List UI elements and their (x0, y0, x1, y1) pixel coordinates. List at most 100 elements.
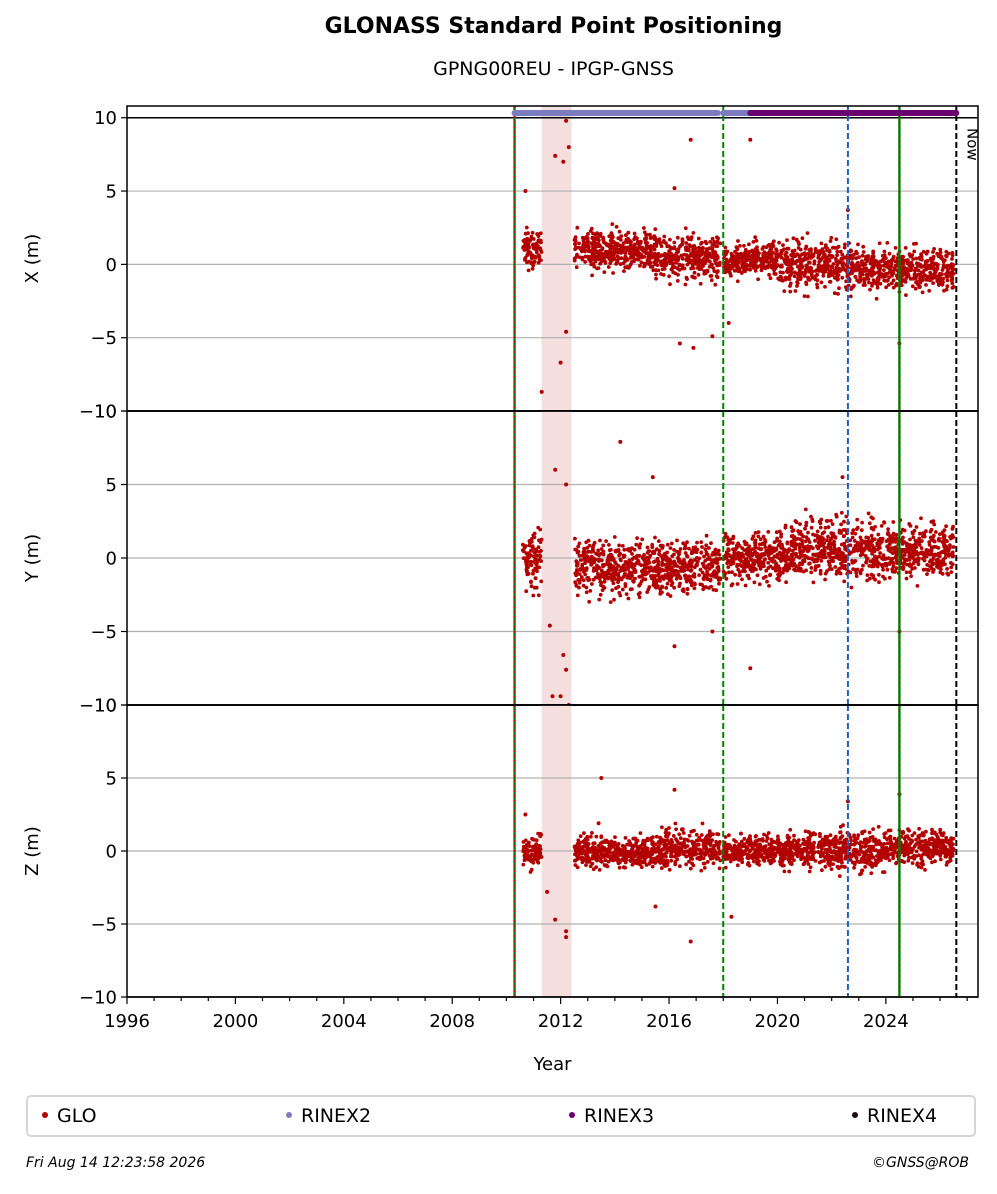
glo-point (788, 289, 793, 294)
glo-point (936, 537, 941, 542)
glo-point (860, 253, 865, 258)
glo-point (580, 860, 585, 865)
glo-point (887, 556, 891, 561)
glo-point (581, 844, 585, 849)
glo-point (807, 260, 811, 265)
glo-point (715, 270, 719, 275)
glo-point (603, 261, 608, 265)
glo-point (703, 852, 708, 857)
glo-point (849, 262, 854, 267)
glo-point (703, 547, 708, 551)
y-tick-label: 10 (94, 696, 117, 717)
glo-point (660, 847, 664, 852)
glo-point (837, 570, 842, 575)
glo-outlier-point (748, 137, 753, 142)
glo-point (724, 848, 729, 853)
glo-point (658, 568, 663, 572)
glo-point (767, 846, 772, 851)
glo-point (711, 861, 716, 866)
glo-point (944, 544, 949, 549)
glo-point (939, 256, 943, 260)
glo-point (524, 239, 528, 244)
glo-point (698, 849, 702, 853)
glo-point (672, 548, 676, 552)
glo-point (914, 525, 919, 529)
glo-point (580, 257, 585, 262)
glo-point (673, 843, 677, 848)
glo-point (648, 265, 653, 269)
glo-point (890, 281, 894, 286)
y-tick-label: 5 (106, 475, 117, 496)
glo-point (904, 293, 908, 297)
glo-point (620, 844, 625, 848)
glo-point (818, 568, 823, 573)
glo-point (831, 245, 835, 250)
glo-point (715, 561, 720, 565)
glo-point (632, 244, 637, 249)
glo-point (864, 535, 869, 540)
glo-point (865, 556, 870, 561)
glo-point (698, 582, 703, 587)
glo-point (884, 285, 888, 290)
glo-point (812, 557, 817, 562)
glo-outlier-point (618, 439, 623, 444)
glo-point (644, 251, 648, 256)
glo-point (734, 545, 739, 550)
glo-point (888, 267, 892, 272)
glo-point (628, 246, 633, 251)
glo-point (665, 568, 669, 573)
glo-point (835, 276, 840, 281)
glo-point (711, 252, 716, 257)
glo-point (538, 854, 543, 859)
glo-point (795, 280, 799, 284)
glo-point (828, 541, 833, 546)
glo-point (752, 580, 757, 585)
glo-point (765, 256, 770, 261)
glo-point (757, 257, 762, 262)
glo-point (661, 240, 666, 244)
glo-point (778, 572, 782, 577)
glo-point (609, 237, 614, 242)
glo-point (677, 832, 682, 837)
glo-point (655, 855, 660, 859)
glo-point (802, 274, 807, 278)
glo-point (618, 593, 623, 598)
glo-point (576, 549, 581, 554)
glo-point (950, 550, 955, 555)
glo-point (529, 584, 534, 589)
glo-point (711, 856, 715, 860)
glo-point (861, 250, 866, 254)
glo-point (536, 850, 540, 855)
glo-point (629, 240, 633, 245)
glo-point (823, 571, 828, 576)
glo-point (672, 240, 677, 245)
glo-point (904, 541, 909, 546)
glo-point (605, 864, 610, 869)
glo-point (821, 273, 826, 278)
glo-point (697, 857, 702, 862)
glo-point (750, 547, 755, 551)
glo-point (911, 535, 916, 540)
glo-outlier-point (561, 159, 566, 164)
glo-point (886, 546, 891, 551)
glo-point (594, 834, 599, 839)
glo-point (855, 567, 860, 572)
glo-point (795, 284, 799, 288)
glo-point (585, 854, 590, 859)
glo-point (586, 842, 591, 846)
glo-point (766, 530, 771, 534)
glo-point (772, 540, 777, 545)
glo-point (775, 577, 780, 581)
glo-point (676, 255, 681, 260)
glo-point (654, 238, 659, 243)
glo-point (536, 847, 541, 851)
glo-point (834, 265, 839, 270)
glo-point (815, 278, 820, 283)
glo-point (598, 538, 602, 543)
glo-point (848, 538, 853, 543)
glo-point (797, 545, 802, 550)
glo-point (843, 547, 847, 551)
glo-point (853, 543, 858, 548)
glo-point (823, 243, 828, 248)
glo-point (951, 545, 956, 549)
